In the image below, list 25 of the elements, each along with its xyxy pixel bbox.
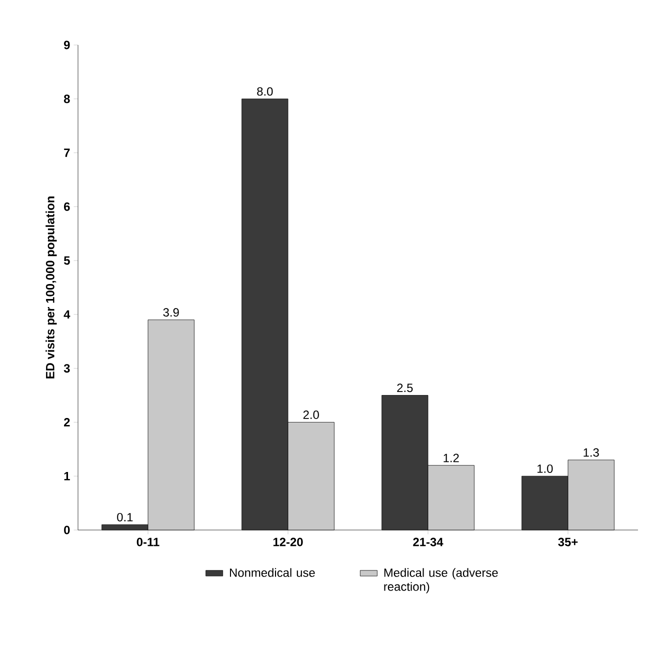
- x-tick-label: 35+: [558, 538, 578, 546]
- y-tick-label: 2: [64, 418, 70, 426]
- y-tick-label: 4: [64, 310, 70, 319]
- y-tick-label: 7: [64, 148, 70, 157]
- data-label: 1.0: [538, 464, 553, 473]
- y-tick-label: 6: [64, 202, 70, 211]
- legend-label: Medical use (adverse reaction): [384, 568, 498, 594]
- y-axis-title: ED visits per 100,000 population: [46, 196, 57, 378]
- y-tick-label: 8: [64, 94, 70, 104]
- data-label: 3.9: [163, 308, 179, 317]
- data-label: 0.1: [117, 512, 133, 522]
- data-label: 2.5: [397, 384, 413, 392]
- data-label: 8.0: [257, 87, 273, 96]
- y-tick-label: 9: [64, 40, 70, 50]
- data-label: 2.0: [303, 410, 319, 420]
- x-tick-label: 0-11: [136, 538, 160, 546]
- y-tick-label: 1: [64, 472, 70, 480]
- data-label: 1.3: [584, 448, 599, 457]
- data-label: 1.2: [444, 454, 459, 462]
- y-tick-label: 0: [64, 526, 70, 534]
- y-tick-label: 3: [64, 364, 70, 373]
- y-tick-label: 5: [64, 256, 70, 265]
- legend-label: Nonmedical use: [230, 568, 315, 577]
- x-tick-label: 12-20: [273, 538, 303, 546]
- x-tick-label: 21-34: [413, 538, 444, 546]
